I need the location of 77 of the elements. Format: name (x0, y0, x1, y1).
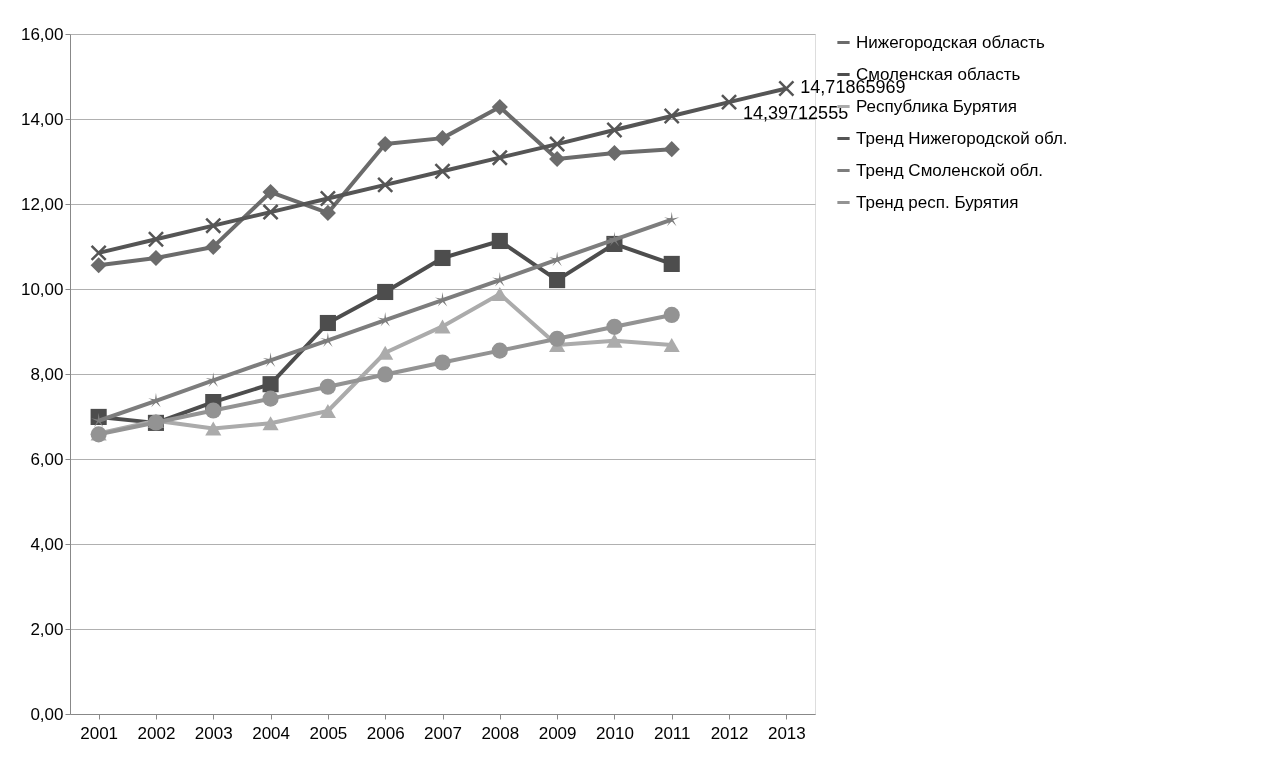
point (491, 342, 508, 359)
point (319, 378, 336, 395)
legend-label: Нижегородская область (856, 32, 1046, 52)
point (377, 345, 394, 360)
point (262, 184, 279, 201)
point (377, 366, 394, 383)
point (377, 283, 394, 301)
point (663, 338, 680, 353)
x-tick-label: 2001 (80, 723, 119, 743)
y-tick-label: 4,00 (30, 534, 64, 554)
y-tick-label: 6,00 (30, 449, 64, 469)
point (491, 99, 508, 116)
x-tick-label: 2004 (252, 723, 290, 743)
point (262, 376, 279, 393)
point (663, 255, 680, 272)
point (664, 211, 680, 227)
x-tick-label: 2009 (538, 723, 577, 743)
point (606, 144, 623, 162)
point (434, 162, 451, 180)
y-tick-label: 14,00 (20, 109, 64, 129)
point (376, 176, 394, 194)
point (262, 390, 279, 407)
point (90, 257, 107, 274)
point (204, 217, 222, 234)
x-tick-label: 2005 (309, 723, 348, 743)
point (549, 272, 566, 289)
point (778, 80, 795, 97)
legend-label: Республика Бурятия (856, 96, 1017, 116)
point (491, 149, 509, 166)
point (205, 421, 222, 436)
point (606, 333, 623, 348)
x-tick-label: 2011 (653, 723, 691, 743)
point (549, 150, 566, 168)
point (434, 319, 451, 334)
point (549, 330, 566, 347)
point (319, 403, 336, 418)
point (548, 135, 566, 153)
annotation: 14,39712555 (743, 103, 849, 124)
y-tick-label: 0,00 (30, 704, 64, 724)
point (147, 230, 165, 248)
point (663, 306, 680, 323)
point (491, 287, 508, 302)
point (319, 190, 337, 207)
point (262, 203, 279, 221)
x-tick-label: 2003 (194, 723, 233, 743)
point (663, 141, 680, 158)
x-tick-label: 2013 (767, 723, 806, 743)
point (90, 244, 107, 262)
x-tick-label: 2002 (137, 723, 176, 743)
point (319, 204, 336, 221)
point (720, 93, 738, 111)
x-tick-label: 2006 (366, 723, 405, 743)
point (434, 354, 451, 371)
point (205, 402, 222, 419)
y-tick-label: 16,00 (20, 24, 64, 44)
point (606, 318, 623, 335)
point (663, 107, 681, 125)
point (319, 314, 336, 332)
legend-label: Тренд Нижегородской обл. (856, 128, 1068, 148)
y-tick-label: 8,00 (30, 364, 64, 384)
point (205, 238, 222, 255)
y-tick-label: 12,00 (20, 194, 64, 214)
x-tick-label: 2008 (481, 723, 520, 743)
point (606, 121, 623, 139)
x-tick-label: 2012 (710, 723, 749, 743)
y-tick-label: 2,00 (30, 619, 64, 639)
legend-label: Тренд респ. Бурятия (856, 192, 1019, 212)
point (377, 136, 394, 153)
y-tick-label: 10,00 (20, 279, 64, 299)
point (434, 130, 451, 147)
point (262, 416, 279, 431)
point (147, 249, 165, 267)
x-tick-label: 2010 (596, 723, 634, 743)
x-tick-label: 2007 (424, 723, 462, 743)
legend-label: Тренд Смоленской обл. (856, 160, 1044, 180)
point (491, 232, 508, 250)
point (434, 249, 451, 267)
